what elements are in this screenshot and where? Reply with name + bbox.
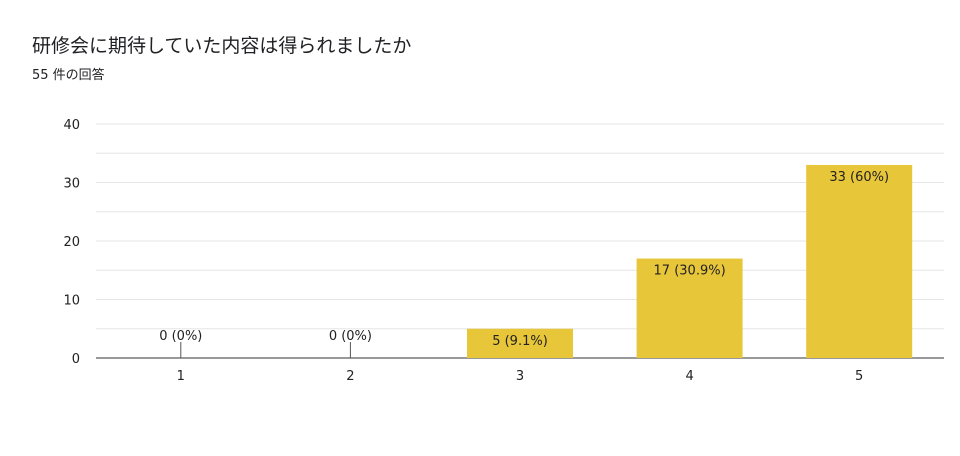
bar bbox=[806, 164, 913, 358]
bar bbox=[467, 328, 573, 358]
x-tick-label: 5 bbox=[855, 369, 863, 384]
x-tick-label: 3 bbox=[516, 369, 524, 384]
question-title: 研修会に期待していた内容は得られましたか bbox=[32, 35, 412, 57]
data-label: 33 (60%) bbox=[829, 170, 889, 185]
y-tick-label: 30 bbox=[63, 177, 80, 192]
response-count: 55 件の回答 bbox=[32, 68, 105, 83]
y-tick-label: 40 bbox=[63, 118, 80, 133]
y-tick-label: 20 bbox=[63, 235, 80, 250]
data-label: 0 (0%) bbox=[329, 329, 372, 344]
x-tick-label: 4 bbox=[685, 369, 693, 384]
y-tick-label: 0 bbox=[72, 352, 80, 367]
bar bbox=[636, 258, 743, 358]
y-tick-label: 10 bbox=[63, 294, 80, 309]
data-label: 5 (9.1%) bbox=[492, 334, 548, 349]
x-tick-label: 1 bbox=[177, 369, 185, 384]
data-label: 17 (30.9%) bbox=[654, 264, 726, 279]
x-tick-label: 2 bbox=[346, 369, 354, 384]
data-label: 0 (0%) bbox=[159, 329, 202, 344]
